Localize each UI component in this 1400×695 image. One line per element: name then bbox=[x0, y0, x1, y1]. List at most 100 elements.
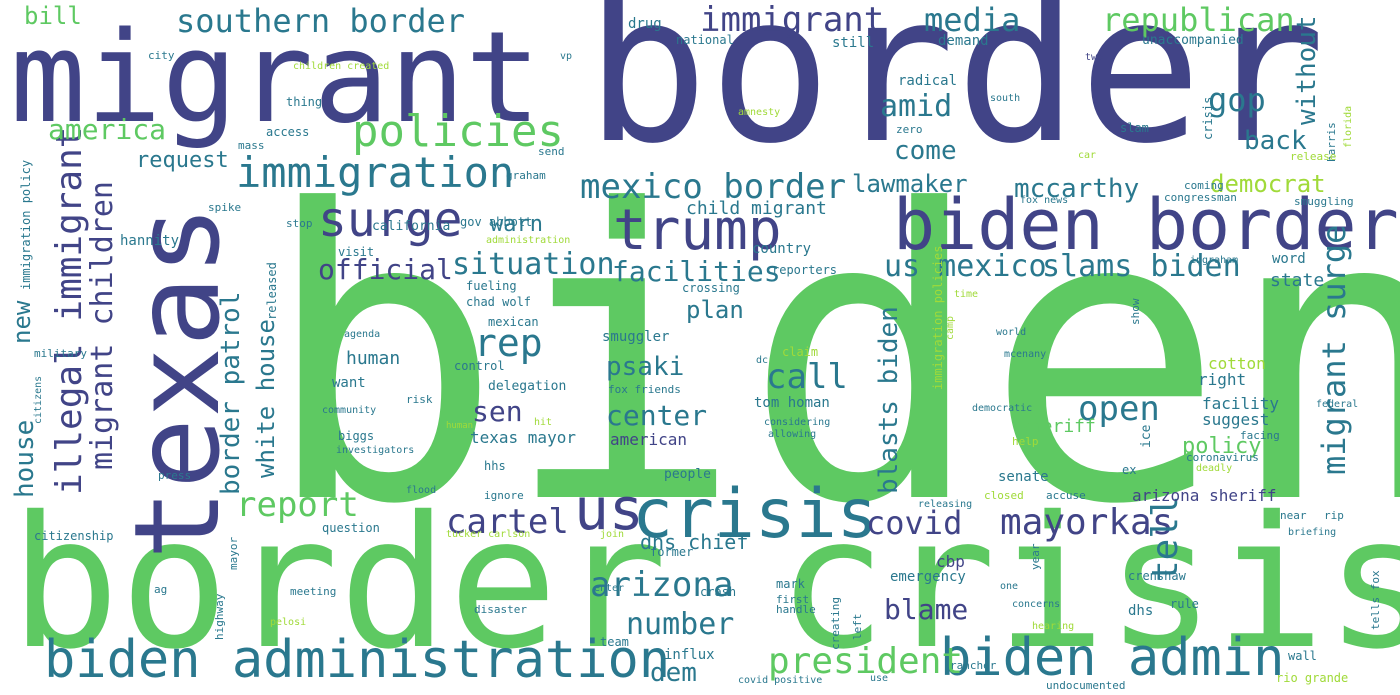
word-california: california bbox=[372, 219, 451, 234]
word-amnesty: amnesty bbox=[738, 107, 781, 118]
word-bill: bill bbox=[24, 2, 82, 30]
word-thing: thing bbox=[286, 95, 323, 109]
word-illegal-immigrant: illegal immigrant bbox=[49, 126, 90, 495]
word-accuse: accuse bbox=[1046, 489, 1086, 502]
word-ex: ex bbox=[1122, 463, 1137, 477]
word-warn: warn bbox=[490, 212, 543, 237]
word-ignore: ignore bbox=[484, 489, 524, 502]
word-briefing: briefing bbox=[1288, 527, 1337, 538]
word-congressman: congressman bbox=[1164, 191, 1237, 204]
word-tells-fox: tells fox bbox=[1369, 570, 1382, 630]
word-mcenany: mcenany bbox=[1004, 349, 1047, 360]
word-near: near bbox=[1280, 509, 1307, 522]
word-mass: mass bbox=[238, 139, 265, 152]
word-tucker-carlson: tucker carlson bbox=[446, 529, 531, 540]
word-highway: highway bbox=[213, 593, 226, 640]
word-world: world bbox=[996, 327, 1027, 338]
word-crenshaw: crenshaw bbox=[1128, 569, 1186, 583]
word-mexican: mexican bbox=[488, 315, 539, 329]
word-slam: slam bbox=[1120, 121, 1149, 135]
word-rule: rule bbox=[1170, 597, 1199, 611]
word-media: media bbox=[924, 1, 1021, 39]
word-hearing: hearing bbox=[1032, 621, 1075, 632]
word-right: right bbox=[1198, 370, 1247, 389]
word-suggest: suggest bbox=[1202, 410, 1270, 429]
word-open: open bbox=[1078, 389, 1160, 429]
word-slams-biden: slams biden bbox=[1042, 249, 1241, 284]
word-biden: biden bbox=[262, 127, 1400, 592]
word-facing: facing bbox=[1240, 429, 1280, 442]
word-car: car bbox=[1078, 150, 1097, 161]
word-radical: radical bbox=[898, 73, 958, 89]
word-ice: ice bbox=[1139, 424, 1154, 448]
word-considering: considering bbox=[764, 417, 831, 428]
word-year: year bbox=[1029, 543, 1042, 571]
word-coronavirus: coronavirus bbox=[1186, 451, 1259, 464]
word-crash: crash bbox=[700, 585, 737, 599]
word-child-migrant: child migrant bbox=[686, 198, 827, 219]
word-graham: graham bbox=[506, 169, 546, 182]
word-border: border bbox=[585, 0, 1326, 189]
word-us-mexico: us mexico bbox=[884, 249, 1047, 284]
word-claim: claim bbox=[782, 345, 819, 359]
word-biden-border: biden border bbox=[893, 184, 1399, 266]
word-spike: spike bbox=[208, 201, 242, 214]
word-dem: dem bbox=[650, 658, 697, 688]
word-come: come bbox=[894, 136, 957, 166]
word-blasts-biden: blasts biden bbox=[874, 306, 904, 494]
word-human: human bbox=[346, 348, 401, 369]
word-biggs: biggs bbox=[338, 429, 375, 443]
word-call: call bbox=[766, 357, 848, 397]
word-influx: influx bbox=[664, 647, 715, 663]
word-immigration-policies: immigration policies bbox=[931, 245, 945, 391]
word-psaki: psaki bbox=[606, 352, 685, 382]
word-migrant-surge: migrant surge bbox=[1315, 224, 1353, 475]
word-facility: facility bbox=[1202, 394, 1280, 413]
word-word: word bbox=[1272, 251, 1306, 267]
word-gop: gop bbox=[1208, 81, 1266, 119]
word-two: two bbox=[1085, 52, 1104, 63]
word-one: one bbox=[1000, 581, 1019, 592]
word-president: president bbox=[768, 641, 964, 682]
word-zero: zero bbox=[896, 123, 923, 136]
word-agenda: agenda bbox=[344, 329, 381, 340]
word-cartel: cartel bbox=[446, 502, 569, 542]
word-democrat: democrat bbox=[1210, 170, 1326, 198]
word-show: show bbox=[1129, 298, 1142, 326]
word-biden-administration: biden administration bbox=[44, 630, 671, 690]
word-border-patrol: border patrol bbox=[216, 291, 246, 496]
word-risk: risk bbox=[406, 393, 433, 406]
word-creating: creating bbox=[829, 597, 842, 650]
word-lawmaker: lawmaker bbox=[852, 170, 968, 198]
word-citizens: citizens bbox=[33, 375, 44, 424]
word-tom-homan: tom homan bbox=[754, 395, 830, 411]
word-situation: situation bbox=[452, 247, 615, 282]
word-federal: federal bbox=[1316, 399, 1359, 410]
word-concerns: concerns bbox=[1012, 599, 1061, 610]
word-crisis-small: crisis bbox=[1201, 96, 1215, 140]
word-migrant: migrant bbox=[10, 4, 542, 151]
word-senate: senate bbox=[998, 469, 1049, 485]
word-former: former bbox=[650, 545, 694, 559]
word-florida: florida bbox=[1343, 105, 1354, 148]
word-house: house bbox=[10, 419, 40, 498]
word-mexico-border: mexico border bbox=[580, 167, 847, 207]
word-mccarthy: mccarthy bbox=[1014, 174, 1140, 204]
word-immigration: immigration bbox=[236, 148, 515, 197]
word-sheriff: sheriff bbox=[1020, 416, 1096, 437]
word-trump: trump bbox=[613, 198, 782, 263]
word-left: left bbox=[851, 613, 864, 641]
word-policy: policy bbox=[1182, 434, 1262, 459]
word-smuggler: smuggler bbox=[602, 329, 670, 345]
word-administration: administration bbox=[486, 235, 571, 246]
word-ingraham: ingraham bbox=[1190, 255, 1239, 266]
word-south: south bbox=[990, 93, 1021, 104]
word-texas-mayor: texas mayor bbox=[470, 428, 576, 447]
word-covid-positive: covid positive bbox=[738, 675, 823, 686]
word-disaster: disaster bbox=[474, 603, 527, 616]
word-covid: covid bbox=[866, 504, 963, 542]
word-immigration-policy: immigration policy bbox=[19, 159, 33, 290]
word-blame: blame bbox=[884, 593, 969, 626]
word-meeting: meeting bbox=[290, 585, 337, 598]
word-sen: sen bbox=[472, 395, 523, 428]
